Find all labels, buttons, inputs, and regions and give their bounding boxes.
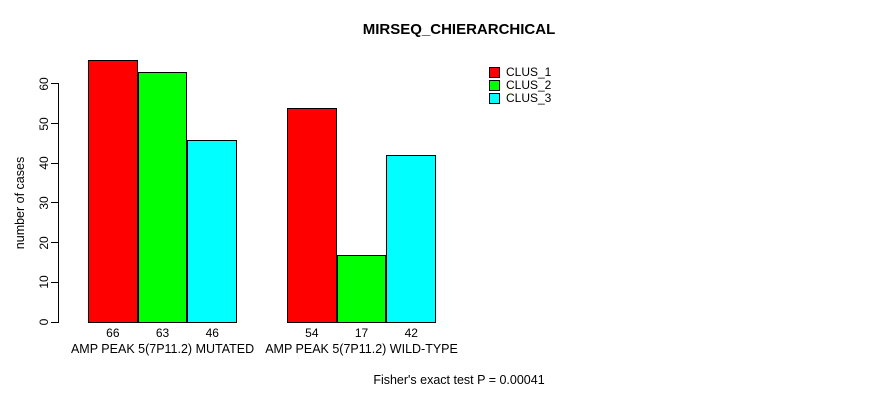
bar-clus-2-wild-type: [336, 254, 387, 323]
legend-label: CLUS_2: [506, 77, 552, 92]
chart-title: MIRSEQ_CHIERARCHICAL: [362, 21, 556, 38]
y-tick-label: 50: [37, 116, 51, 131]
y-tick-label: 20: [37, 235, 51, 250]
annotation-text: Fisher's exact test P = 0.00041: [373, 373, 545, 387]
legend-swatch-clus-2: [489, 79, 500, 91]
y-axis-tick: [51, 242, 58, 244]
bar-clus-1-mutated: [88, 60, 138, 323]
y-tick-label: 10: [37, 275, 51, 290]
y-axis-line: [58, 83, 59, 323]
y-axis-tick: [51, 281, 58, 283]
bar-value-label: 17: [354, 326, 369, 340]
y-tick-label: 0: [37, 318, 51, 326]
legend-swatch-clus-1: [489, 66, 500, 78]
legend-label: CLUS_3: [506, 91, 552, 106]
category-label: AMP PEAK 5(7P11.2) WILD-TYPE: [265, 342, 458, 356]
y-tick-label: 40: [37, 156, 51, 171]
bar-clus-3-wild-type: [386, 155, 437, 323]
bar-value-label: 66: [106, 326, 120, 340]
legend-label: CLUS_1: [506, 64, 552, 79]
bar-value-label: 54: [305, 326, 319, 340]
y-axis-tick: [51, 123, 58, 125]
legend-item: CLUS_3: [489, 92, 551, 105]
y-tick-label: 30: [37, 196, 51, 210]
category-label: AMP PEAK 5(7P11.2) MUTATED: [70, 342, 255, 356]
bar-value-label: 42: [404, 326, 418, 340]
bar-clus-3-mutated: [187, 139, 238, 323]
bar-clus-2-mutated: [137, 72, 188, 323]
legend-item: CLUS_2: [489, 77, 552, 92]
bar-clus-1-wild-type: [287, 107, 337, 323]
y-axis-label: number of cases: [13, 156, 27, 250]
y-tick-label: 60: [37, 77, 51, 91]
legend-swatch-clus-3: [489, 93, 500, 105]
y-axis-tick: [51, 202, 58, 204]
y-axis-tick: [51, 162, 58, 164]
y-axis-tick: [51, 321, 58, 323]
y-axis-tick: [51, 83, 58, 85]
bar-value-label: 46: [205, 326, 219, 340]
legend-item: CLUS_1: [489, 64, 552, 79]
bar-value-label: 63: [155, 326, 170, 340]
